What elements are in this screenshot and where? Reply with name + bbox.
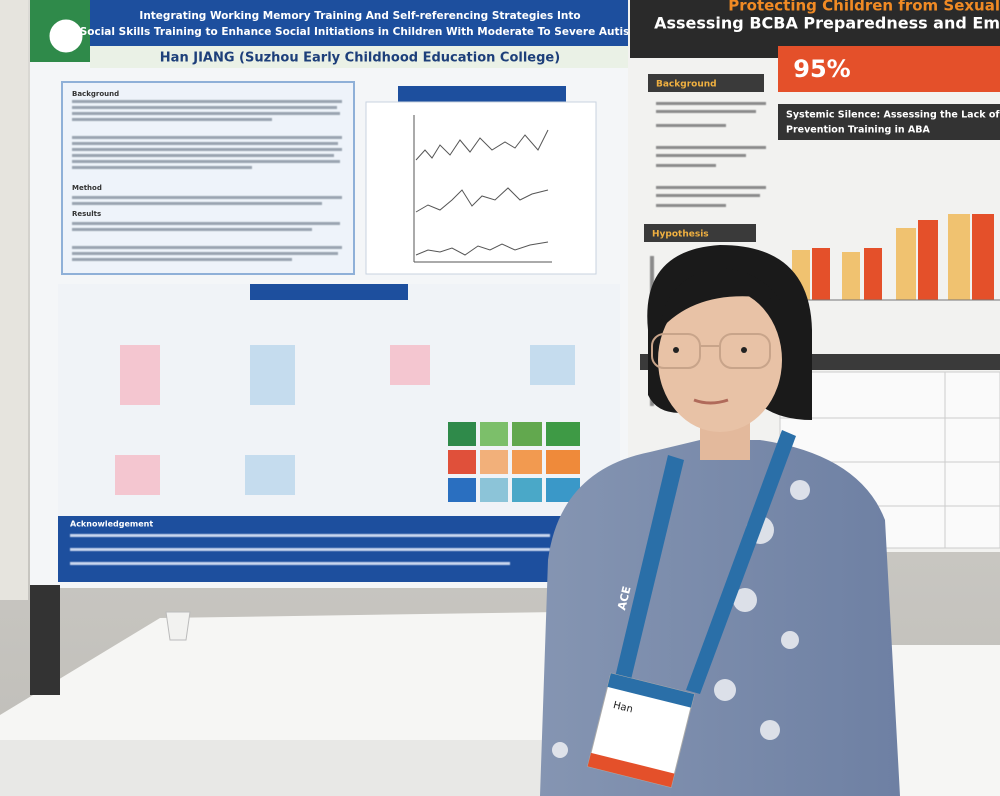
chair xyxy=(30,585,60,695)
bangs xyxy=(660,268,780,330)
ack-lines xyxy=(70,534,550,565)
table xyxy=(880,645,1000,796)
stat-box xyxy=(778,46,1000,92)
text-lines xyxy=(72,100,342,261)
figure-lines xyxy=(413,115,552,263)
poster-title: Integrating Working Memory Training And … xyxy=(139,10,580,22)
person: ACE Han xyxy=(540,245,900,796)
author-band xyxy=(90,46,628,68)
poster-title: Social Skills Training to Enhance Social… xyxy=(80,26,641,38)
figure-box xyxy=(365,101,597,275)
logo xyxy=(46,16,86,56)
mouth xyxy=(693,398,729,405)
wall-panel xyxy=(0,0,28,600)
diagram-boxes xyxy=(448,422,580,502)
stat: 95% xyxy=(793,55,850,83)
poster-subtitle: Prevention Training in ABA xyxy=(786,125,930,136)
figure-header xyxy=(398,86,566,102)
section-heading: Results xyxy=(72,210,101,218)
lanyard xyxy=(686,430,796,694)
lanyard-text: ACE xyxy=(615,585,633,612)
cup xyxy=(165,611,191,641)
left-poster: Integrating Working Memory Training And … xyxy=(30,0,640,588)
poster-author: Han JIANG (Suzhou Early Childhood Educat… xyxy=(160,51,560,66)
lanyard xyxy=(612,455,684,692)
section-heading: Hypothesis xyxy=(652,230,709,240)
glasses xyxy=(651,333,771,369)
badge: Han xyxy=(587,672,695,788)
text-box xyxy=(61,81,355,275)
poster-title: Assessing BCBA Preparedness and Em xyxy=(654,14,1000,33)
poster-subtitle: Systemic Silence: Assessing the Lack of … xyxy=(786,110,1000,121)
heatmaps xyxy=(115,345,575,495)
section-heading: Background xyxy=(656,80,717,90)
subtitle-box xyxy=(778,104,1000,140)
badge-footer xyxy=(587,752,675,788)
results-header xyxy=(250,284,408,300)
badge-name: Han xyxy=(612,700,634,716)
section-tab xyxy=(648,74,764,92)
section-heading: Background xyxy=(72,90,119,98)
title-band xyxy=(90,0,628,46)
section-heading: Method xyxy=(72,184,102,192)
eye xyxy=(741,347,747,353)
eye xyxy=(673,347,679,353)
badge-header xyxy=(607,673,695,708)
acknowledgement-heading: Acknowledgement xyxy=(70,520,153,529)
table-edge xyxy=(0,740,560,796)
section-tab xyxy=(644,224,756,242)
poster-title: Protecting Children from Sexual xyxy=(728,0,1000,15)
